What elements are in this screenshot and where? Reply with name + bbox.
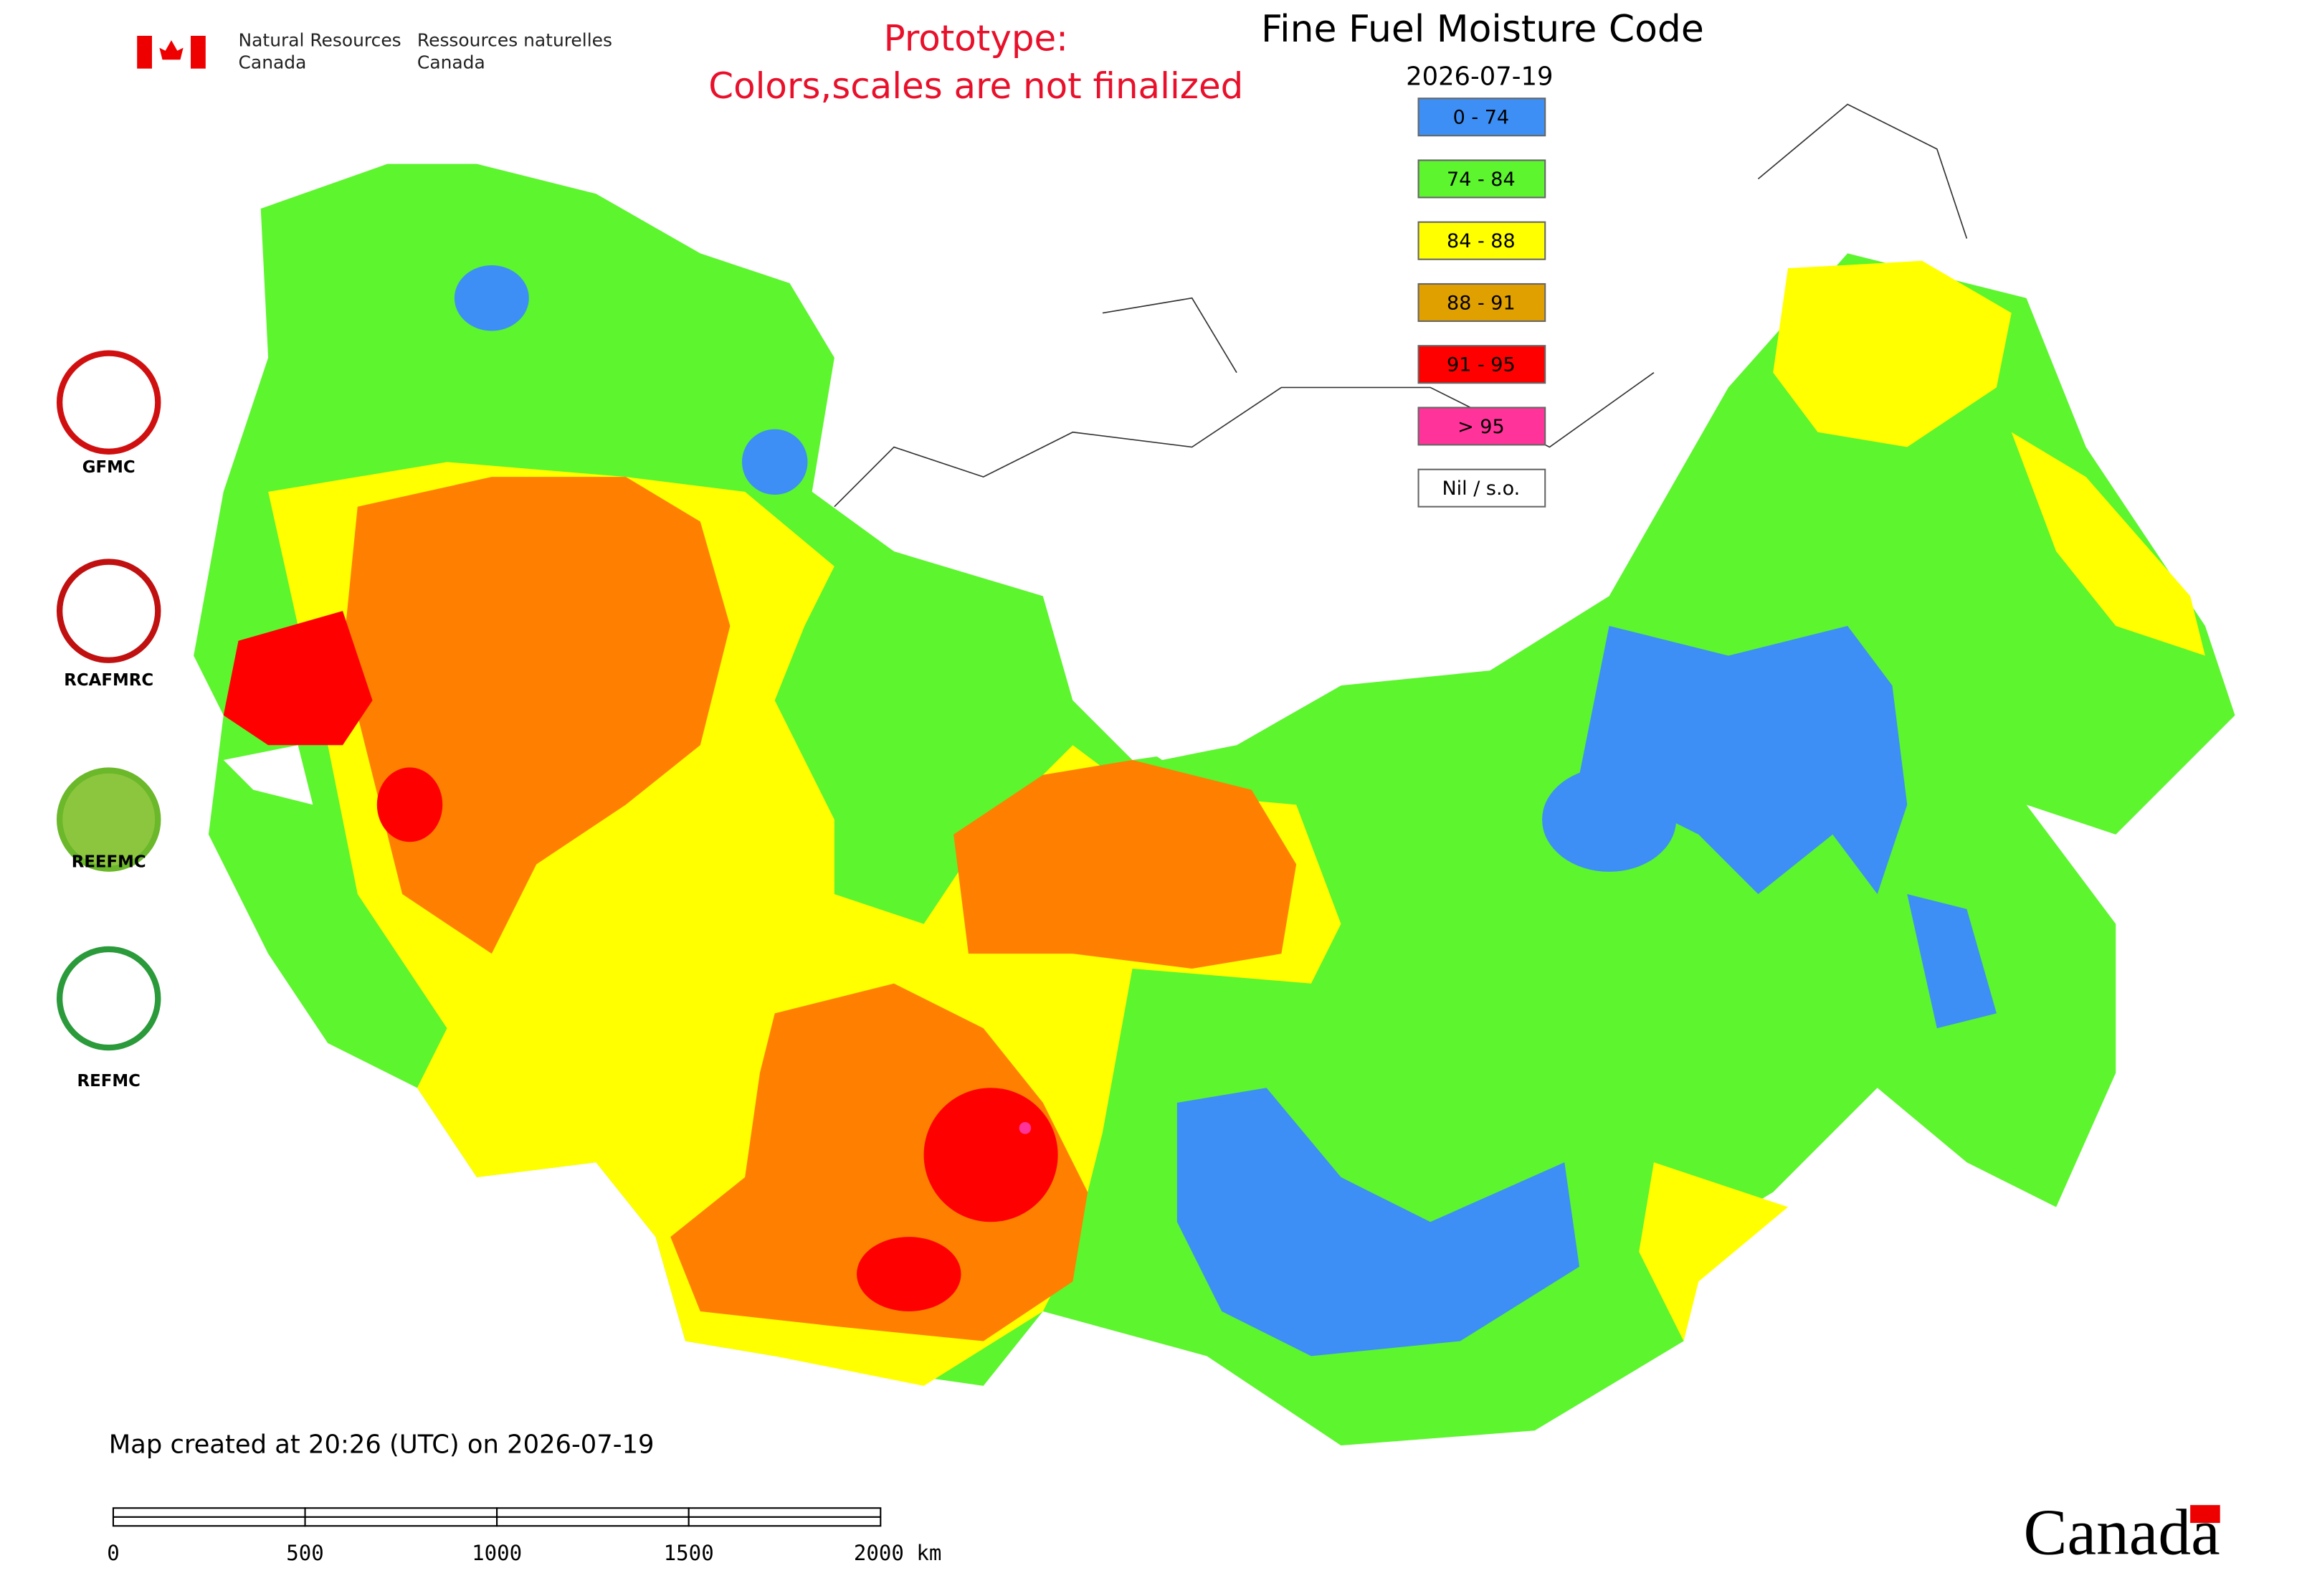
agency-fr: Canada — [417, 52, 485, 73]
canada-wordmark: Canada — [2024, 1496, 2220, 1569]
legend-swatch — [1417, 159, 1546, 199]
scale-label: 2000 km — [854, 1541, 942, 1565]
logo-label: REFMC — [77, 1072, 141, 1091]
region-0-74 — [1907, 894, 1997, 1029]
sea — [1072, 655, 1341, 761]
notice: Prototype: — [884, 18, 1068, 60]
scale-bar: 0 500 1000 1500 2000 km — [107, 1507, 942, 1565]
map-date: 2026-07-19 — [1406, 62, 1553, 92]
legend-label: 0 - 74 — [1453, 107, 1509, 129]
region-0-74 — [1579, 625, 1908, 895]
scale-label: 0 — [107, 1541, 120, 1565]
region-88-91 — [343, 477, 731, 954]
legend-swatch — [1417, 98, 1546, 137]
legend-label: 91 - 95 — [1447, 354, 1516, 376]
sea — [1042, 596, 1133, 700]
region-88-91 — [953, 760, 1297, 969]
region-84-88 — [1773, 260, 2012, 447]
region-0-74 — [454, 265, 529, 331]
logo-label: REEFMC — [72, 853, 146, 872]
legend-label: 74 - 84 — [1447, 168, 1516, 191]
legend-label: 84 - 88 — [1447, 230, 1516, 252]
logo-emblem — [56, 350, 161, 455]
region-91-95 — [923, 1088, 1058, 1222]
logo-label: GFMC — [82, 458, 135, 477]
legend-swatch — [1417, 345, 1546, 384]
region-0-74 — [1176, 1088, 1580, 1357]
region-91-95 — [223, 611, 373, 746]
legend: 0 - 74 74 - 84 84 - 88 88 - 91 91 - 95 > 95 Ni… — [1417, 98, 1546, 508]
region-0-74 — [1542, 767, 1677, 872]
region-88-91 — [670, 983, 1088, 1341]
sea — [223, 745, 313, 805]
scale-label: 1500 — [664, 1541, 714, 1565]
logo-emblem — [56, 559, 161, 663]
region-91-95 — [376, 767, 443, 842]
legend-label: Nil / s.o. — [1442, 478, 1520, 500]
agency-fr: Ressources naturelles — [417, 29, 612, 50]
logo-emblem — [56, 946, 161, 1051]
notice: Colors,scales are not finalized — [708, 65, 1243, 107]
legend-label: > 95 — [1457, 416, 1505, 438]
maple-leaf — [159, 40, 184, 60]
agency-en: Canada — [239, 52, 307, 73]
region-0-74 — [742, 429, 808, 495]
flag-bar — [137, 35, 152, 69]
header: Natural Resources Canada Ressources natu… — [137, 8, 1704, 107]
flag-bar — [191, 35, 206, 69]
legend-swatch — [1417, 282, 1546, 322]
map-title: Fine Fuel Moisture Code — [1261, 8, 1704, 51]
logos: GFMC RCAFMRC REEFMC REFMC — [56, 350, 161, 1091]
scale-label: 1000 — [472, 1541, 522, 1565]
legend-swatch — [1417, 407, 1546, 446]
map-regions — [194, 163, 2235, 1446]
agency-en: Natural Resources — [239, 29, 401, 50]
legend-swatch — [1417, 221, 1546, 260]
region-91-95 — [857, 1237, 961, 1311]
wordmark-flag — [2190, 1505, 2220, 1524]
legend-label: 88 - 91 — [1447, 292, 1516, 314]
footer: Map created at 20:26 (UTC) on 2026-07-19 — [109, 1430, 655, 1459]
logo-emblem — [56, 767, 161, 872]
region-gt-95 — [1019, 1122, 1032, 1134]
logo-label: RCAFMRC — [64, 671, 153, 690]
scale-label: 500 — [286, 1541, 324, 1565]
legend-swatch — [1417, 468, 1546, 508]
region-84-88 — [1639, 1162, 1788, 1341]
region-84-88 — [2011, 432, 2205, 656]
